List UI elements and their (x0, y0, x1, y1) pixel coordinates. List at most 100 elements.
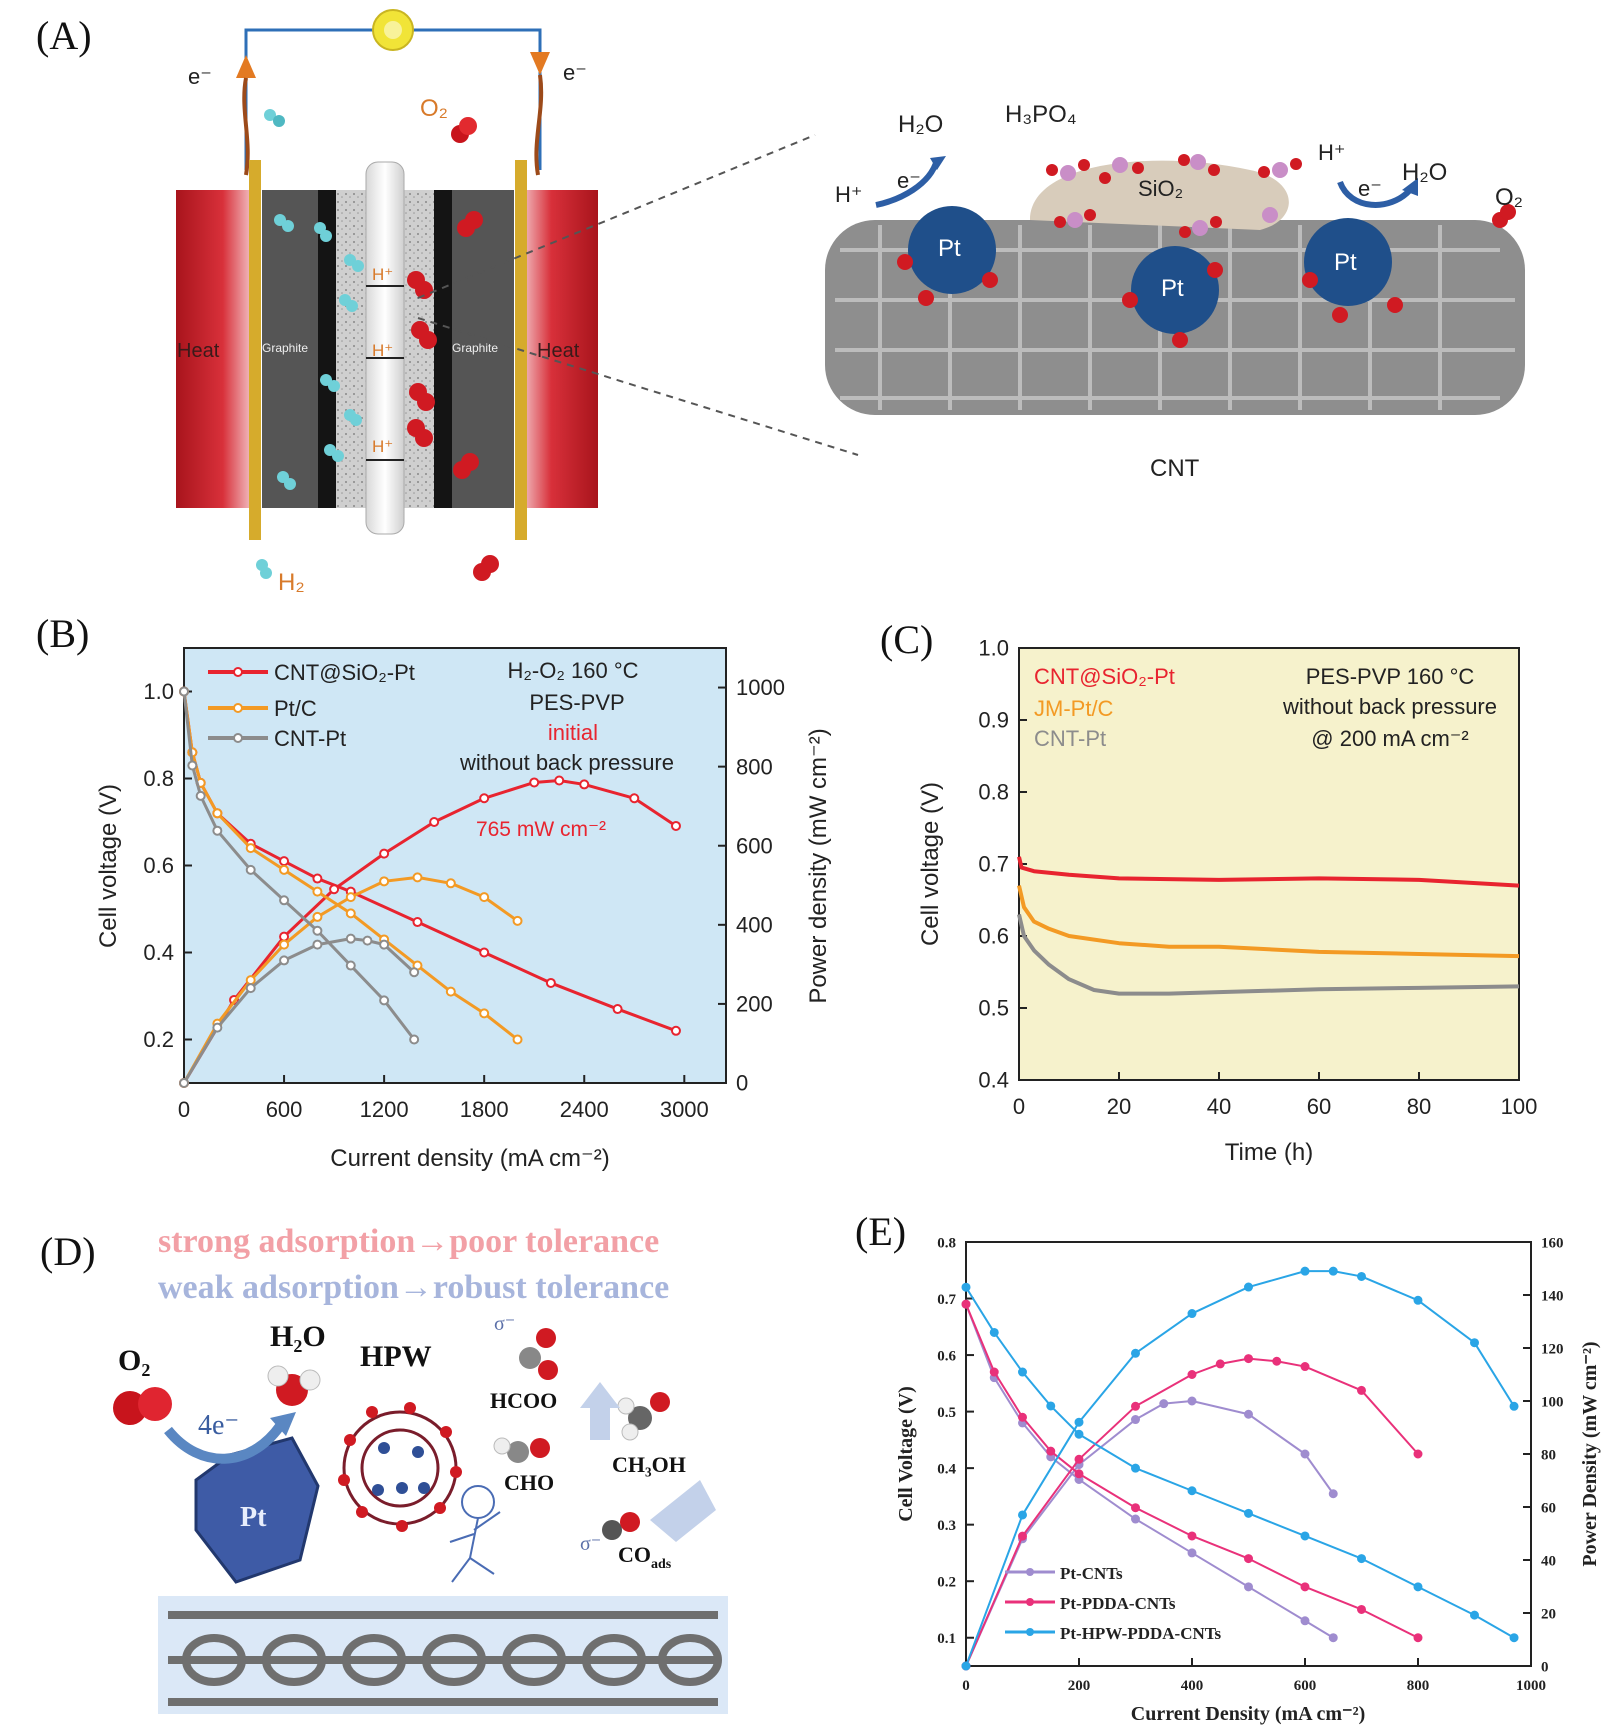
sigma-label-2: σ⁻ (494, 1313, 515, 1335)
hcoo-molecule-icon (519, 1328, 558, 1380)
ch3oh-molecule-icon (617, 1392, 670, 1441)
pt-particle-label: Pt (240, 1502, 267, 1533)
series-b-3-voltage-point (212, 825, 223, 836)
y-tick-label: 1.0 (978, 636, 1009, 661)
chart-b-annotation: 765 mW cm⁻² (476, 818, 606, 841)
y-tick-label: 0.6 (937, 1348, 956, 1364)
series-e-3-power-point (1018, 1510, 1027, 1520)
series-e-3-voltage-point (1074, 1429, 1084, 1439)
y-tick-label: 0.8 (143, 766, 174, 791)
x-tick-label: 200 (1068, 1678, 1091, 1694)
series-e-1-power-point (1187, 1396, 1197, 1406)
chart-e-legend: Pt-CNTs Pt-PDDA-CNTs Pt-HPW-PDDA-CNTs (1005, 1564, 1222, 1643)
series-b-2-voltage-point (445, 986, 456, 997)
series-e-1-voltage-point (1244, 1582, 1253, 1592)
series-b-2-power-point (279, 939, 290, 950)
zoom-h2o-left: H₂O (898, 111, 943, 138)
y2-tick-label: 60 (1541, 1500, 1556, 1516)
x-tick-label: 1000 (1516, 1678, 1546, 1694)
legend-b-1: CNT@SiO₂-Pt (274, 660, 415, 685)
series-b-3-power-point (362, 935, 373, 946)
chart-c-xlabel: Time (h) (1225, 1139, 1313, 1166)
h2o-molecule-icon (267, 1365, 321, 1406)
x-tick-label: 80 (1407, 1094, 1431, 1119)
desorb-arrow-icon-2 (650, 1480, 716, 1542)
zoom-h3po4: H₃PO₄ (1005, 101, 1077, 128)
series-b-1-power-point (429, 817, 440, 827)
y-tick-label: 0.2 (937, 1574, 956, 1590)
series-b-2-power-point (412, 872, 423, 883)
series-e-3-voltage-point (1413, 1582, 1423, 1592)
series-b-1-power-point (670, 820, 681, 831)
y2-tick-label: 140 (1541, 1288, 1564, 1304)
y2-tick-label: 160 (1541, 1235, 1564, 1251)
series-e-3-power-point (1187, 1309, 1197, 1319)
hpw-cluster-icon (338, 1402, 462, 1532)
y2-tick-label: 200 (736, 992, 773, 1017)
series-b-3-voltage-point (195, 790, 206, 801)
proton-label-1: H⁺ (372, 265, 393, 284)
zoom-e-left: e⁻ (897, 168, 921, 193)
series-e-3-power-point (1357, 1271, 1366, 1281)
series-b-3-power-point (212, 1022, 223, 1033)
series-b-3-power-point (409, 967, 420, 978)
series-b-1-power-point (479, 793, 490, 804)
chart-b-note-4: without back pressure (459, 750, 674, 775)
x-tick-label: 60 (1307, 1094, 1331, 1119)
panel-label-b: (B) (36, 611, 90, 656)
series-e-3-power-point (1509, 1401, 1519, 1411)
electron-label-right: e⁻ (563, 60, 587, 85)
series-b-3-power-point (245, 983, 256, 994)
h2-inlet-label: H₂ (278, 569, 305, 596)
y2-tick-label: 40 (1541, 1553, 1556, 1569)
series-b-1-voltage-point (412, 917, 423, 928)
y-tick-label: 1.0 (143, 679, 174, 704)
y-tick-label: 0.5 (978, 996, 1009, 1021)
y-tick-label: 0.4 (937, 1461, 956, 1477)
series-e-2-voltage-point (1074, 1469, 1084, 1479)
y2-tick-label: 0 (736, 1071, 748, 1096)
legend-b-2: Pt/C (274, 696, 317, 721)
series-e-3-voltage-point (1187, 1486, 1197, 1496)
series-e-3-voltage-point (961, 1282, 971, 1292)
pt-cluster-label-1: Pt (938, 235, 961, 262)
panel-d-h2o: H₂O (270, 1320, 326, 1353)
y-tick-label: 0.1 (937, 1631, 956, 1647)
series-b-1-voltage-point (479, 947, 490, 958)
series-e-1-voltage-point (1300, 1616, 1310, 1626)
series-c-1-line (1017, 856, 1520, 888)
legend-c-3: CNT-Pt (1034, 726, 1106, 751)
x-tick-label: 20 (1107, 1094, 1131, 1119)
electron-arrow-down-icon (530, 52, 550, 75)
zoom-sio2: SiO₂ (1138, 176, 1183, 201)
series-b-3-voltage-point (187, 760, 198, 771)
series-e-3-power-point (1413, 1295, 1423, 1305)
membrane (365, 161, 405, 535)
x-tick-label: 0 (178, 1097, 190, 1122)
h2-molecule-icon (264, 109, 285, 127)
y-tick-label: 0.7 (978, 852, 1009, 877)
x-tick-label: 0 (1013, 1094, 1025, 1119)
chart-c-plot-area (1018, 647, 1520, 1081)
chart-e-y2label: Power Density (mW cm⁻²) (1579, 1341, 1601, 1566)
graphite-plate-left (262, 190, 318, 508)
series-b-2-power-point (379, 876, 390, 887)
series-e-2-voltage-point (961, 1299, 971, 1309)
series-e-2-voltage-point (1300, 1582, 1310, 1592)
series-b-2-voltage-point (512, 1034, 523, 1045)
y2-tick-label: 600 (736, 833, 773, 858)
series-e-2-voltage-point (1413, 1633, 1423, 1643)
series-e-1-voltage-point (1328, 1633, 1338, 1643)
series-e-3-voltage-point (1357, 1554, 1366, 1564)
series-b-1-power-point (579, 779, 590, 790)
y-tick-label: 0.3 (937, 1518, 956, 1534)
chart-c-note-2: without back pressure (1282, 694, 1497, 719)
series-b-3-power-point (379, 939, 390, 950)
series-e-2-power-point (1018, 1531, 1027, 1541)
series-c-3-line (1017, 913, 1520, 996)
series-b-1-power-point (329, 884, 340, 895)
chart-c: 0 20 40 60 80 100 0.4 0.5 0.6 0.7 0.8 0.9 1.0 CNT@Si… (917, 636, 1537, 1166)
series-e-2-voltage-point (989, 1367, 999, 1377)
electrode-left (249, 160, 261, 540)
series-b-1-power-point (629, 793, 640, 804)
